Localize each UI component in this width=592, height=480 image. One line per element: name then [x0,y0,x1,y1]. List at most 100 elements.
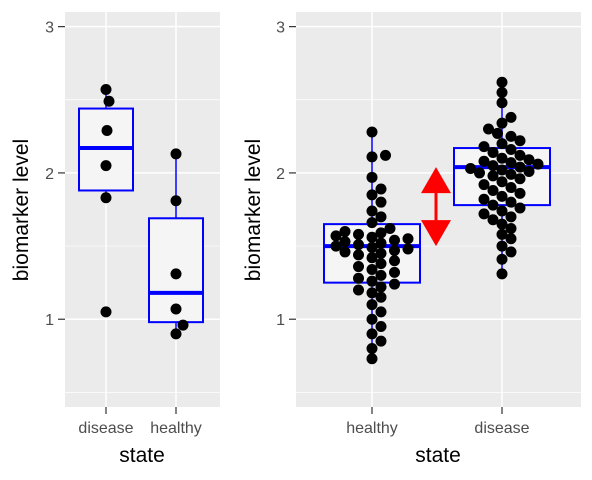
y-tick-label: 2 [276,166,285,183]
data-point [496,205,508,217]
data-point [353,272,364,284]
data-point [100,192,112,204]
data-point [177,319,189,331]
data-point [505,182,517,194]
y-tick-label: 3 [276,20,285,37]
data-point [496,117,508,129]
data-point [366,287,378,299]
data-point [366,231,378,243]
left-panel-background [65,12,220,407]
data-point [402,233,414,245]
difference-arrow-head-up [421,167,451,194]
data-point [384,223,396,235]
data-point [170,148,182,160]
data-point [523,154,535,166]
data-point [353,261,364,273]
left-x-axis-title: state [119,444,165,467]
data-point [496,240,508,252]
x-tick-label: disease [78,420,133,437]
data-point [505,196,517,208]
data-point [366,275,378,287]
data-point [487,199,499,211]
data-point [366,299,378,311]
data-point [496,152,508,164]
data-point [103,95,115,107]
right-y-ticks: 1 2 3 [276,20,296,329]
data-point [375,258,387,270]
data-point [474,167,485,179]
data-point [389,255,400,267]
data-point [505,211,517,223]
x-tick-label: healthy [150,420,202,437]
data-point [366,252,378,264]
data-point [514,202,526,214]
data-point [101,125,113,136]
data-point [505,168,517,180]
data-point [496,228,508,240]
right-x-axis-title: state [415,444,461,467]
data-point [505,223,517,235]
data-point [100,84,112,96]
data-point [505,157,517,169]
data-point [496,218,508,230]
left-y-axis-title: biomarker level [10,139,33,281]
data-point [375,183,387,195]
data-point [478,179,490,191]
left-panel: 1 2 3 disease healthy state biomarker level [10,12,220,467]
data-point [514,173,526,185]
data-point [375,237,387,249]
right-x-ticks: healthy disease [346,407,530,437]
data-point [505,246,517,258]
data-point [366,151,378,163]
data-point [478,193,490,205]
data-point [487,170,499,182]
data-point [487,146,499,158]
data-point [375,211,387,223]
data-point [496,164,508,176]
data-point [339,236,351,248]
data-point [380,149,391,161]
data-point [496,253,508,265]
data-point [465,163,476,175]
y-tick-label: 1 [276,312,285,329]
data-point [389,278,400,290]
data-point [505,233,517,245]
data-point [366,313,378,325]
data-point [496,138,508,150]
data-point [330,240,342,252]
x-tick-label: disease [474,420,529,437]
data-point [330,230,342,242]
data-point [505,130,517,142]
data-point [375,306,387,318]
data-point [366,342,378,354]
right-panel-background [296,12,581,407]
data-point [353,284,364,296]
data-point [375,247,387,259]
data-point [402,243,414,255]
data-point [389,234,400,246]
data-point [487,160,499,172]
data-point [375,196,387,208]
data-point [375,281,387,293]
data-point [375,227,387,239]
data-point [375,321,387,333]
data-point [339,246,351,258]
right-points [330,76,544,365]
data-point [496,176,508,188]
data-point [478,141,490,153]
data-point [514,149,526,161]
data-point [496,268,508,280]
data-point [389,266,400,278]
data-point [532,158,544,170]
data-point [339,225,351,237]
difference-arrow-head-down [421,220,451,247]
data-point [366,328,378,340]
y-tick-label: 3 [45,20,54,37]
data-point [496,86,508,98]
data-point [366,353,378,365]
data-point [487,214,499,226]
data-point [353,228,364,240]
left-points [100,84,189,340]
data-point [514,187,526,199]
